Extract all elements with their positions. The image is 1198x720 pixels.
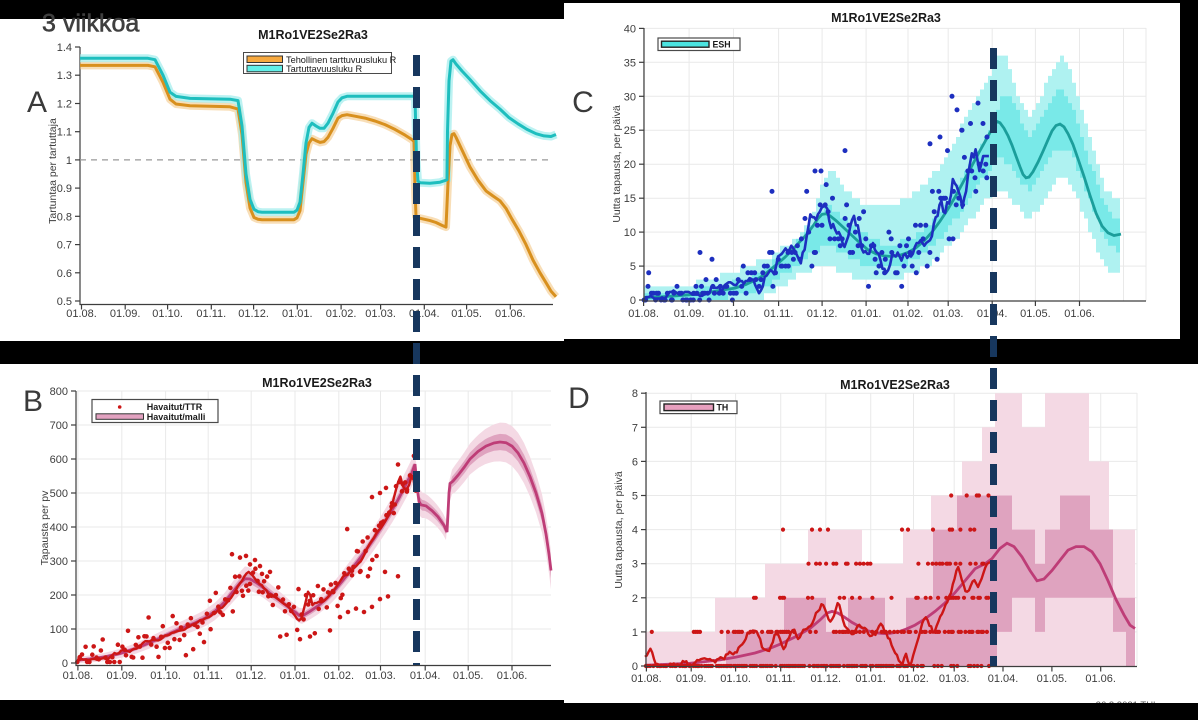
svg-text:01.10.: 01.10. <box>150 670 181 682</box>
svg-text:M1Ro1VE2Se2Ra3: M1Ro1VE2Se2Ra3 <box>840 378 950 392</box>
svg-text:Tartuntaa per tartuttaja: Tartuntaa per tartuttaja <box>47 118 59 224</box>
svg-text:B: B <box>23 385 43 418</box>
svg-text:01.12.: 01.12. <box>811 673 842 685</box>
svg-text:01.11.: 01.11. <box>766 673 796 685</box>
svg-text:01.05.: 01.05. <box>453 670 484 682</box>
svg-text:20: 20 <box>624 159 636 171</box>
svg-text:1: 1 <box>632 627 638 639</box>
svg-text:01.12.: 01.12. <box>236 670 267 682</box>
svg-text:0: 0 <box>62 658 68 670</box>
svg-text:2: 2 <box>632 593 638 605</box>
svg-text:01.12.: 01.12. <box>807 308 838 320</box>
svg-text:3 viikkoa: 3 viikkoa <box>42 10 139 38</box>
svg-text:100: 100 <box>50 624 68 636</box>
svg-text:0.8: 0.8 <box>57 211 72 223</box>
svg-text:ESH: ESH <box>713 40 731 50</box>
svg-text:01.09.: 01.09. <box>107 670 138 682</box>
svg-text:8: 8 <box>632 388 638 400</box>
svg-text:01.06.: 01.06. <box>497 670 528 682</box>
svg-text:01.10.: 01.10. <box>720 673 751 685</box>
svg-text:Uutta tapausta, per päivä: Uutta tapausta, per päivä <box>611 105 623 222</box>
svg-text:0.7: 0.7 <box>57 240 72 252</box>
svg-text:01.02.: 01.02. <box>898 673 929 685</box>
svg-text:10: 10 <box>624 227 636 239</box>
svg-text:M1Ro1VE2Se2Ra3: M1Ro1VE2Se2Ra3 <box>831 11 941 25</box>
svg-text:1.2: 1.2 <box>57 99 72 111</box>
svg-text:M1Ro1VE2Se2Ra3: M1Ro1VE2Se2Ra3 <box>258 28 368 42</box>
svg-text:01.06.: 01.06. <box>495 308 526 320</box>
svg-text:01.03.: 01.03. <box>365 308 396 320</box>
svg-text:01.02.: 01.02. <box>326 308 357 320</box>
svg-text:25: 25 <box>624 125 636 137</box>
svg-text:01.01.: 01.01. <box>851 308 882 320</box>
svg-text:01.04.: 01.04. <box>988 673 1019 685</box>
svg-text:6: 6 <box>632 456 638 468</box>
svg-text:Tartuttavuusluku R: Tartuttavuusluku R <box>286 64 362 74</box>
svg-text:01.05.: 01.05. <box>451 308 482 320</box>
svg-text:01.08.: 01.08. <box>66 308 97 320</box>
svg-text:800: 800 <box>50 386 68 398</box>
svg-text:01.02.: 01.02. <box>324 670 355 682</box>
svg-text:1.1: 1.1 <box>57 127 72 139</box>
svg-text:01.09.: 01.09. <box>676 673 707 685</box>
svg-text:35: 35 <box>624 57 636 69</box>
svg-text:TH: TH <box>717 402 729 412</box>
svg-text:1: 1 <box>66 155 72 167</box>
svg-text:Uutta tapausta, per päivä: Uutta tapausta, per päivä <box>613 471 625 588</box>
svg-text:01.03.: 01.03. <box>365 670 396 682</box>
svg-text:01.10.: 01.10. <box>718 308 749 320</box>
svg-text:C: C <box>572 86 594 119</box>
svg-text:01.06.: 01.06. <box>1085 673 1116 685</box>
svg-text:0.6: 0.6 <box>57 268 72 280</box>
svg-text:400: 400 <box>50 522 68 534</box>
svg-text:5: 5 <box>630 261 636 273</box>
svg-text:01.11.: 01.11. <box>764 308 794 320</box>
svg-text:Havaitut/malli: Havaitut/malli <box>147 412 206 422</box>
svg-text:01.01.: 01.01. <box>280 670 311 682</box>
svg-text:01.08.: 01.08. <box>628 308 659 320</box>
svg-text:01.08.: 01.08. <box>631 673 662 685</box>
svg-text:D: D <box>568 382 590 415</box>
svg-text:01.06.: 01.06. <box>1064 308 1095 320</box>
svg-text:15: 15 <box>624 193 636 205</box>
svg-text:01.03.: 01.03. <box>939 673 970 685</box>
svg-text:A: A <box>27 86 47 119</box>
svg-text:0.5: 0.5 <box>57 296 72 308</box>
svg-text:01.05.: 01.05. <box>1037 673 1068 685</box>
svg-text:200: 200 <box>50 590 68 602</box>
svg-text:4: 4 <box>632 525 638 537</box>
svg-text:1.3: 1.3 <box>57 70 72 82</box>
svg-text:01.05.: 01.05. <box>1020 308 1051 320</box>
svg-text:01.01.: 01.01. <box>282 308 313 320</box>
svg-text:0: 0 <box>632 661 638 673</box>
svg-text:01.04.: 01.04. <box>410 670 441 682</box>
svg-text:01.02.: 01.02. <box>893 308 924 320</box>
svg-text:0.9: 0.9 <box>57 183 72 195</box>
svg-text:Havaitut/TTR: Havaitut/TTR <box>147 402 203 412</box>
svg-text:1.4: 1.4 <box>57 42 72 54</box>
svg-text:40: 40 <box>624 23 636 35</box>
svg-text:M1Ro1VE2Se2Ra3: M1Ro1VE2Se2Ra3 <box>262 376 372 390</box>
svg-text:01.11.: 01.11. <box>193 670 223 682</box>
svg-text:01.09.: 01.09. <box>674 308 705 320</box>
svg-text:01.10.: 01.10. <box>152 308 183 320</box>
svg-text:7: 7 <box>632 422 638 434</box>
svg-text:600: 600 <box>50 454 68 466</box>
svg-text:5: 5 <box>632 491 638 503</box>
svg-text:01.12.: 01.12. <box>238 308 269 320</box>
svg-text:Tapausta per pv: Tapausta per pv <box>39 490 51 565</box>
svg-text:01.11.: 01.11. <box>196 308 226 320</box>
svg-text:01.01.: 01.01. <box>855 673 886 685</box>
svg-text:01.09.: 01.09. <box>110 308 141 320</box>
svg-text:0: 0 <box>630 295 636 307</box>
svg-text:500: 500 <box>50 488 68 500</box>
svg-text:Tehollinen tarttuvuusluku R: Tehollinen tarttuvuusluku R <box>286 55 397 65</box>
svg-text:01.03.: 01.03. <box>933 308 964 320</box>
svg-text:30: 30 <box>624 91 636 103</box>
svg-text:01.08.: 01.08. <box>63 670 94 682</box>
svg-text:300: 300 <box>50 556 68 568</box>
svg-text:3: 3 <box>632 559 638 571</box>
svg-text:700: 700 <box>50 420 68 432</box>
